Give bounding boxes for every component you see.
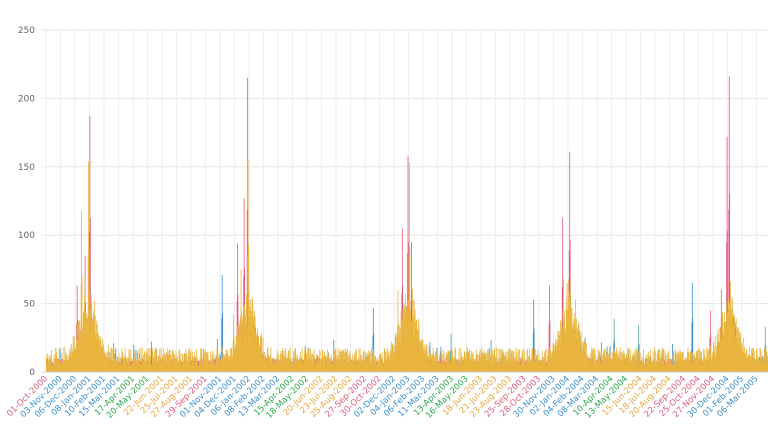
bar-red [237,294,239,372]
bar-blue [584,337,586,372]
bar-blue [304,345,306,372]
bar-red [549,285,550,372]
bar-red [407,253,408,372]
bar-red [549,320,551,372]
bar-yellow [46,355,48,372]
bar-red [247,77,249,372]
bar-blue [113,343,115,372]
bar-red [720,289,722,372]
bar-blue [691,323,693,372]
bar-blue [372,307,374,372]
bars [46,76,768,373]
bar-blue [222,313,223,372]
bar-red [729,194,731,372]
bar-blue [436,347,438,372]
bar-blue [691,350,692,372]
bar-red [246,210,248,372]
bar-yellow [48,359,49,372]
bar-red [401,228,403,372]
bar-red [237,243,238,372]
bar-blue [221,274,223,372]
bar-red [728,209,730,372]
bar-blue [692,318,694,372]
bar-yellow [46,357,47,372]
bar-blue [532,332,534,372]
bar-yellow [48,354,50,372]
bar-blue [533,328,535,372]
bar-red [408,242,409,372]
bar-blue [216,339,218,372]
bar-red [76,285,78,372]
bar-blue [614,345,615,372]
bar-blue [333,339,335,372]
bar-red [89,218,91,372]
bar-red [709,310,711,372]
bar-red [143,358,145,372]
bar-blue [533,299,535,372]
bar-red [561,286,563,372]
bar-red [407,155,409,372]
bar-red [726,136,728,372]
bar-yellow [47,363,49,372]
bar-red [150,359,152,372]
bar-red [300,358,302,372]
bar-red [303,360,305,372]
grid [42,29,768,373]
bar-red [325,359,327,372]
bar-blue [429,342,431,372]
bar-red [84,255,86,372]
bar-teal [637,346,639,372]
bar-yellow [49,358,51,372]
bar-blue [761,356,763,372]
bar-teal [613,318,615,372]
bar-blue [672,343,673,372]
bar-red [158,359,159,372]
bar-yellow [47,364,49,372]
bar-red [625,358,627,372]
bar-red [562,217,564,372]
bar-yellow [46,353,48,372]
bar-blue [221,318,223,372]
bar-red [89,116,91,373]
bar-teal [638,325,640,372]
bar-blue [691,283,693,372]
bar-red [548,324,550,372]
bar-red [728,76,730,373]
bar-red [411,242,412,372]
bar-red [727,230,728,372]
bar-blue [373,333,375,372]
bar-blue [133,344,135,372]
bar-red [121,358,122,372]
bar-red [569,151,571,372]
bar-yellow [49,365,50,372]
bar-blue [151,341,152,372]
bar-red [569,239,571,372]
bar-teal [450,333,452,372]
bar-red [314,359,316,372]
bar-red [243,198,245,372]
